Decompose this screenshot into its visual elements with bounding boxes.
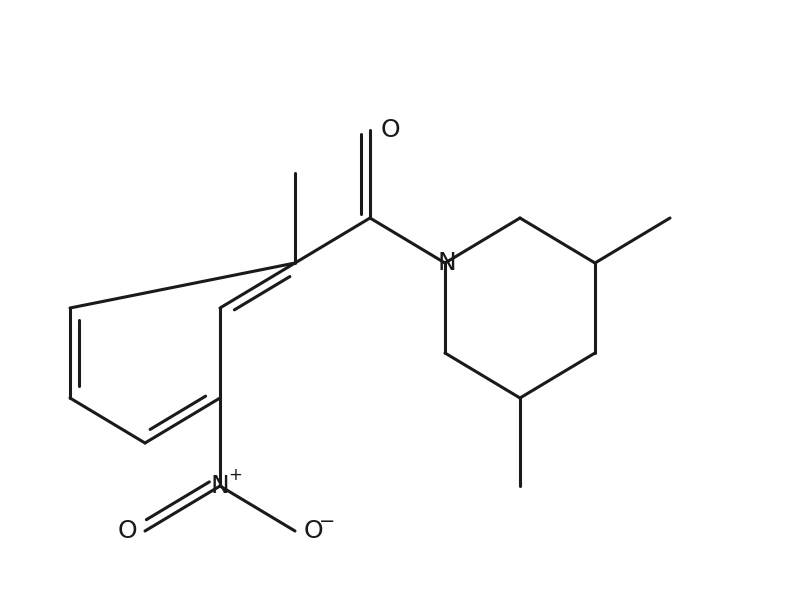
Text: O: O (303, 519, 323, 543)
Text: O: O (380, 118, 400, 142)
Text: +: + (228, 466, 242, 484)
Text: O: O (117, 519, 137, 543)
Text: −: − (319, 511, 335, 530)
Text: N: N (438, 251, 456, 275)
Text: N: N (211, 474, 230, 498)
